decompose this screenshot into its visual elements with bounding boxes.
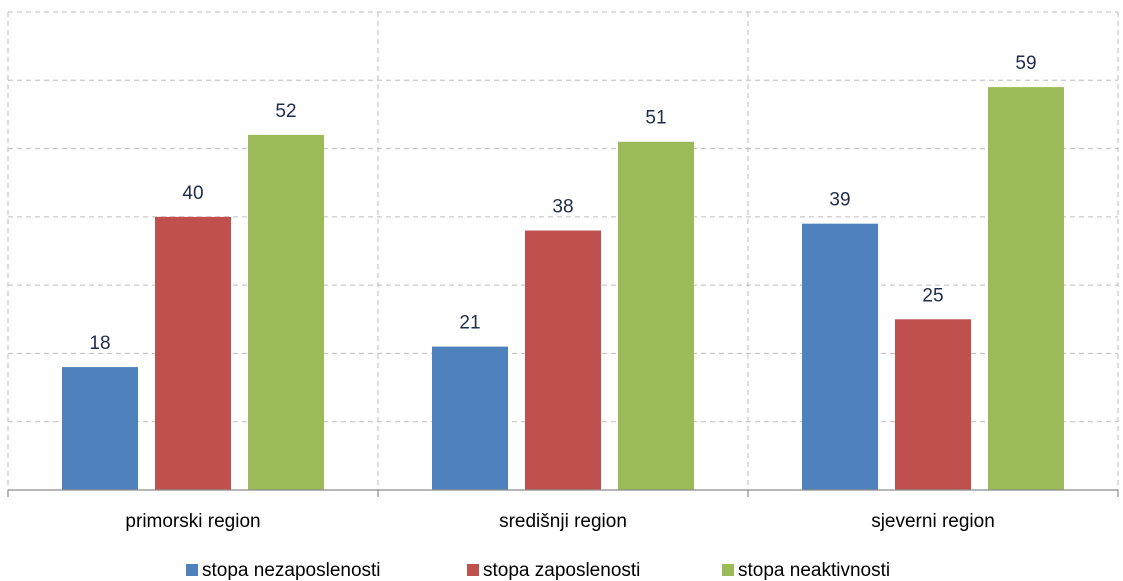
data-label: 40	[182, 183, 203, 204]
data-label: 52	[275, 101, 296, 122]
data-label: 39	[829, 190, 850, 211]
bar	[62, 367, 138, 490]
bar	[618, 141, 694, 490]
bar	[525, 230, 601, 490]
x-axis: primorski region središnji region sjeverni…	[7, 489, 1119, 532]
data-label: 59	[1015, 53, 1036, 74]
data-label: 25	[922, 285, 943, 306]
legend-entry: stopa zaposlenosti	[483, 560, 640, 581]
category-label: sjeverni region	[871, 511, 995, 532]
bar	[895, 319, 971, 490]
category-label: primorski region	[125, 511, 260, 532]
legend-entry: stopa nezaposlenosti	[202, 560, 381, 581]
data-label: 51	[645, 108, 666, 129]
legend-swatch	[186, 564, 198, 576]
data-label: 21	[459, 313, 480, 334]
bar	[432, 346, 508, 490]
bars	[62, 87, 1064, 490]
legend-swatch	[722, 564, 734, 576]
data-label: 18	[89, 333, 110, 354]
legend: stopa nezaposlenosti stopa zaposlenosti st…	[186, 560, 890, 581]
data-label: 38	[552, 197, 573, 218]
bar	[155, 216, 231, 490]
bar	[802, 223, 878, 490]
data-labels: 18 21 39 40 38 25 52 51 59	[89, 53, 1036, 354]
category-label: središnji region	[499, 511, 627, 532]
bar	[988, 87, 1064, 490]
legend-swatch	[467, 564, 479, 576]
bar	[248, 134, 324, 490]
legend-entry: stopa neaktivnosti	[738, 560, 890, 581]
